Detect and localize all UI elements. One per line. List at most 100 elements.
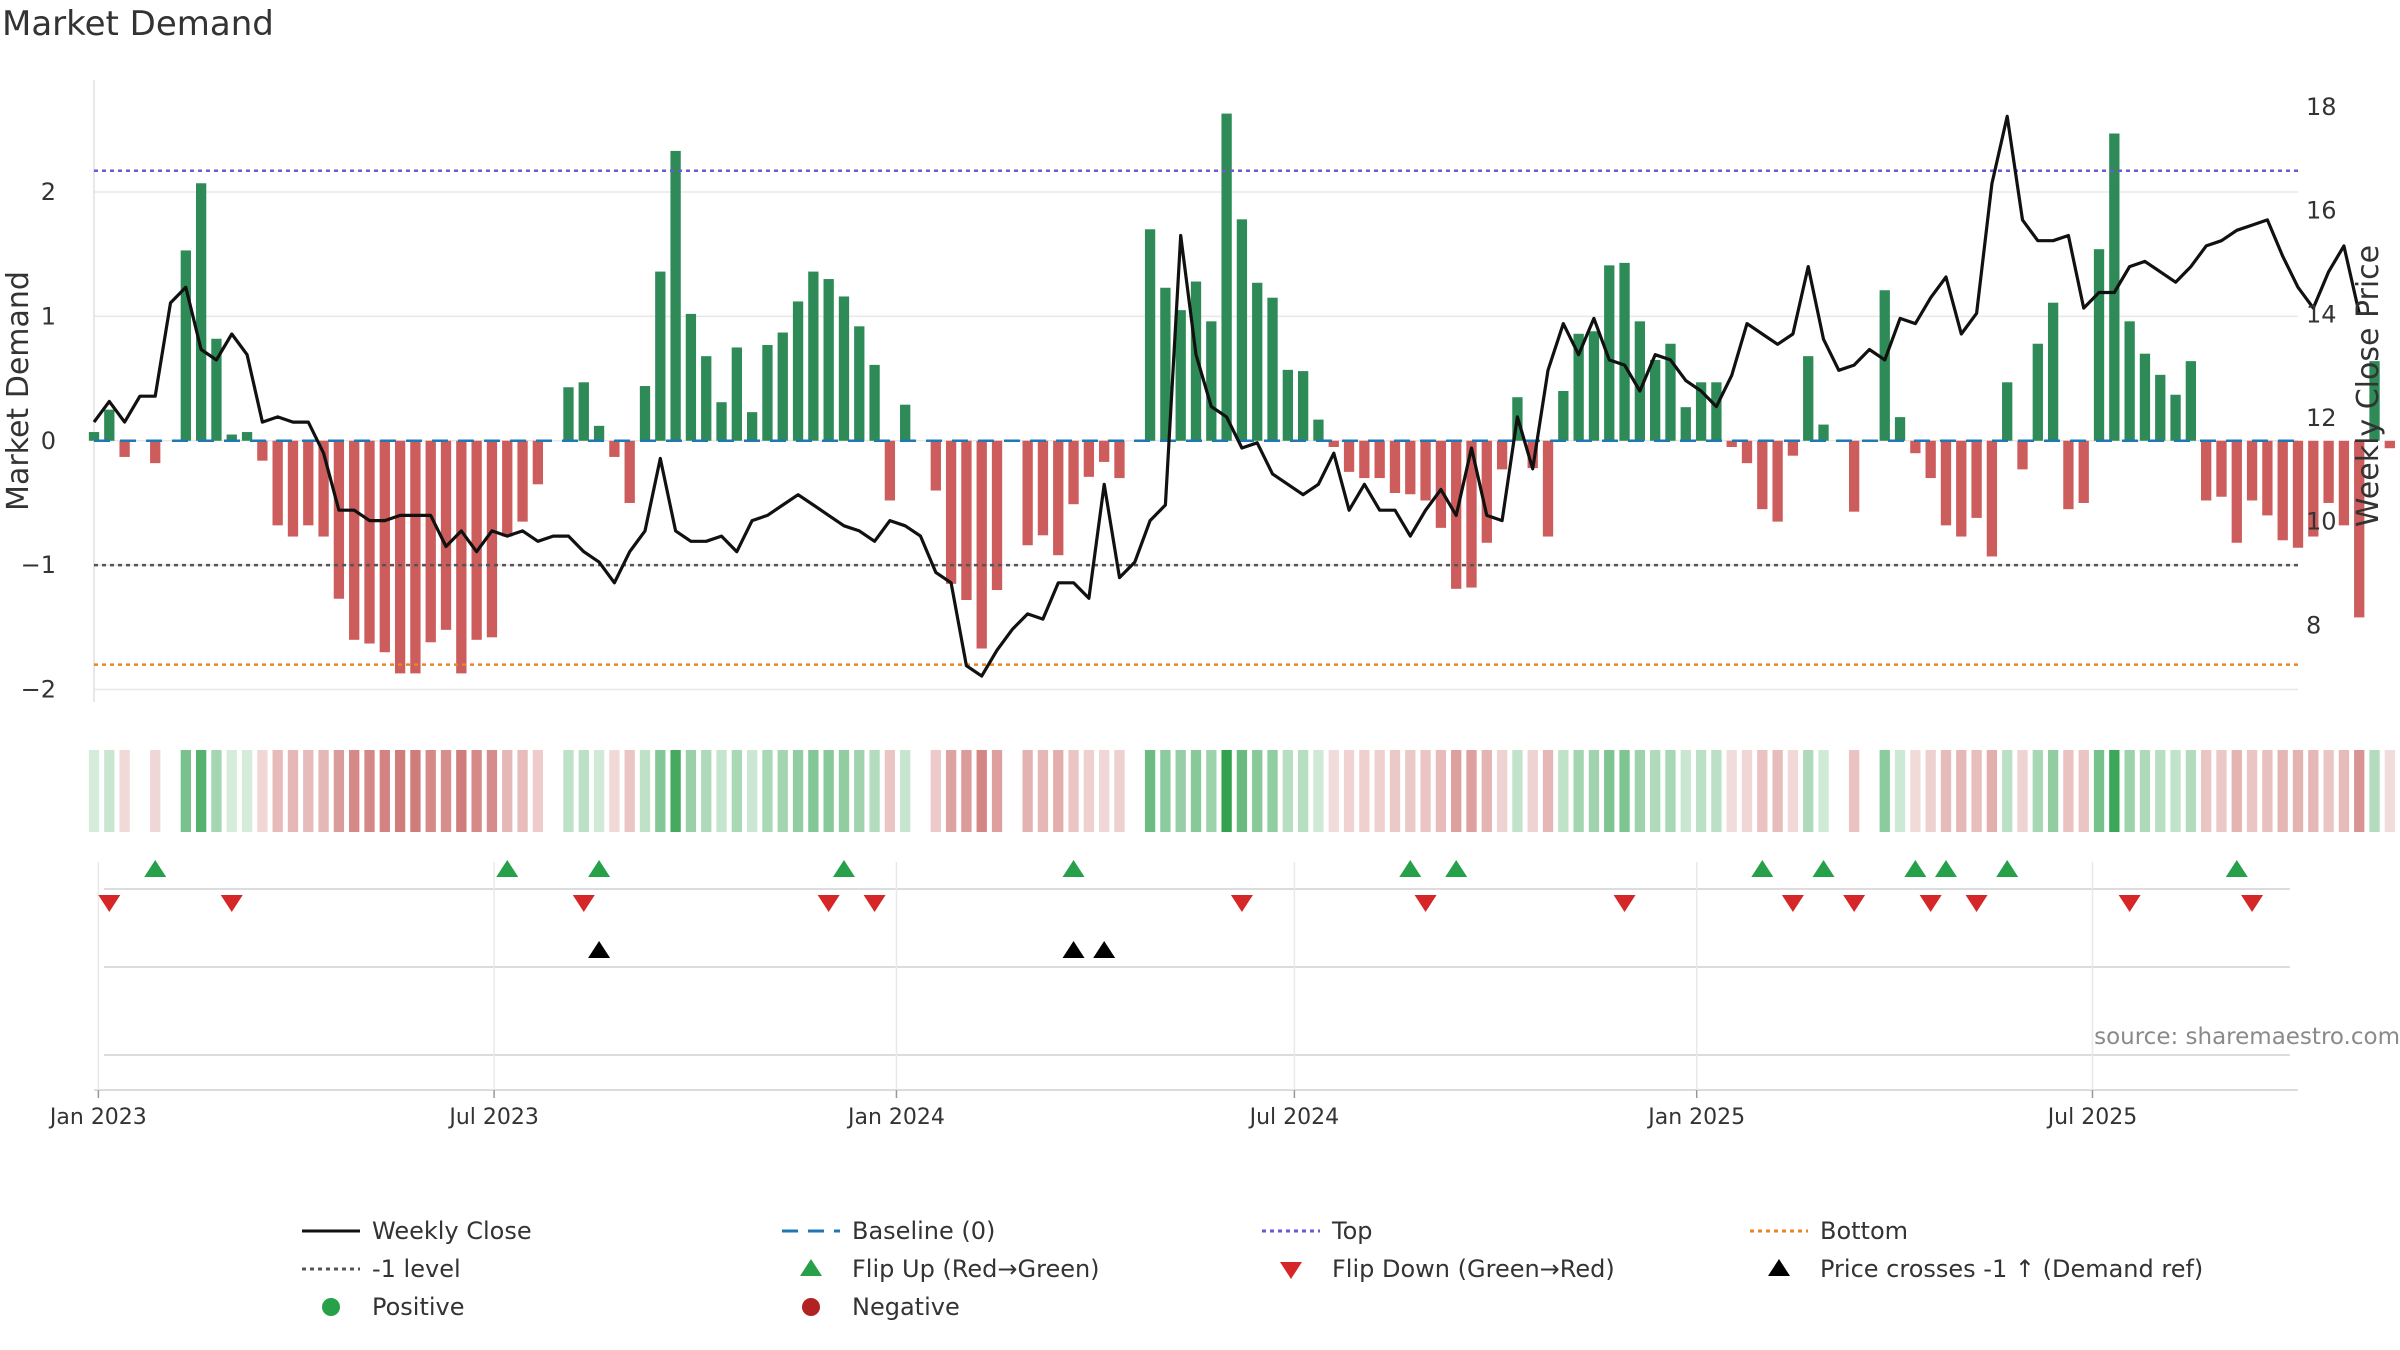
heat-strip-cell xyxy=(1711,750,1722,832)
heat-strip-cell xyxy=(257,750,268,832)
flip-down-triangle-icon xyxy=(1260,1254,1322,1284)
positive-demand-bar xyxy=(1144,229,1156,441)
heat-strip-cell xyxy=(2246,750,2258,832)
negative-demand-bar xyxy=(410,440,421,674)
negative-demand-bar xyxy=(379,440,390,653)
flip-down-marker xyxy=(817,895,840,912)
positive-demand-bar xyxy=(2047,302,2059,441)
negative-demand-bar xyxy=(440,440,452,630)
heat-strip-cell xyxy=(2384,750,2395,832)
heat-strip-cell xyxy=(1619,750,1630,832)
negative-demand-bar xyxy=(1328,440,1339,447)
negative-demand-bar xyxy=(394,440,406,674)
negative-demand-bar xyxy=(318,440,329,537)
heat-strip-cell xyxy=(532,750,544,832)
legend-price-cross: Price crosses -1 ↑ (Demand ref) xyxy=(1748,1252,2203,1286)
heat-strip-cell xyxy=(1144,750,1156,832)
legend-top: Top xyxy=(1260,1214,1373,1248)
heat-strip-cell xyxy=(425,750,436,832)
y2-tick-label: 18 xyxy=(2306,93,2337,121)
x-tick-label: Jan 2024 xyxy=(846,1105,945,1130)
heat-strip-cell xyxy=(2063,750,2074,832)
heat-strip-cell xyxy=(1114,750,1125,832)
y-tick-label: 1 xyxy=(41,302,56,330)
flip-up-marker xyxy=(1445,860,1468,877)
heat-strip-cell xyxy=(1680,750,1691,832)
heat-strip-cell xyxy=(2124,750,2135,832)
negative-demand-bar xyxy=(1910,440,1921,454)
negative-demand-bar xyxy=(1099,440,1110,462)
heat-strip-cell xyxy=(1772,750,1783,832)
legend-negative-label: Negative xyxy=(852,1293,960,1321)
negative-demand-bar xyxy=(150,440,161,464)
heat-strip-cell xyxy=(1527,750,1538,832)
heat-strip-cell xyxy=(318,750,329,832)
heat-strip-cell xyxy=(1451,750,1462,832)
negative-demand-bar xyxy=(1343,440,1355,472)
heat-strip-cell xyxy=(869,750,880,832)
negative-demand-bar xyxy=(884,440,896,501)
heat-strip-cell xyxy=(2262,750,2273,832)
legend-weekly-close-label: Weekly Close xyxy=(372,1217,532,1245)
negative-demand-bar xyxy=(1848,440,1860,512)
heat-strip-cell xyxy=(1741,750,1753,832)
minus-one-dotted-swatch xyxy=(300,1254,362,1284)
heat-strip-cell xyxy=(1496,750,1508,832)
negative-demand-bar xyxy=(1068,440,1079,505)
heat-strip-cell xyxy=(1925,750,1936,832)
heat-strip-cell xyxy=(854,750,865,832)
heat-strip-cell xyxy=(1389,750,1401,832)
negative-demand-bar xyxy=(532,440,544,485)
heat-strip-cell xyxy=(1297,750,1309,832)
heat-strip-cell xyxy=(1879,750,1890,832)
negative-demand-bar xyxy=(456,440,467,674)
heat-strip-cell xyxy=(1665,750,1676,832)
negative-demand-bar xyxy=(1542,440,1554,537)
heat-strip-cell xyxy=(762,750,773,832)
flip-down-marker xyxy=(1613,895,1636,912)
positive-demand-bar xyxy=(808,271,819,441)
negative-demand-bar xyxy=(1083,440,1095,477)
x-tick-label: Jan 2023 xyxy=(48,1105,147,1130)
heat-strip-cell xyxy=(2017,750,2028,832)
negative-demand-bar xyxy=(624,440,635,503)
heat-strip-cell xyxy=(792,750,804,832)
flip-up-marker xyxy=(1751,860,1774,877)
heat-strip-cell xyxy=(1634,750,1646,832)
positive-demand-bar xyxy=(731,347,742,441)
legend-baseline-label: Baseline (0) xyxy=(852,1217,996,1245)
negative-demand-bar xyxy=(1420,440,1431,501)
heat-strip-cell xyxy=(2078,750,2089,832)
heat-strip-cell xyxy=(211,750,222,832)
heat-strip-cell xyxy=(1221,750,1232,832)
flip-up-marker xyxy=(496,860,519,877)
flip-down-marker xyxy=(2118,895,2141,912)
positive-demand-bar xyxy=(1282,369,1293,441)
negative-demand-bar xyxy=(2277,440,2288,541)
heat-strip-cell xyxy=(670,750,681,832)
negative-demand-bar xyxy=(303,440,314,526)
chart-title: Market Demand xyxy=(2,4,274,44)
negative-demand-bar xyxy=(2216,440,2227,497)
flip-up-marker xyxy=(2225,860,2248,877)
heat-strip-cell xyxy=(1803,750,1814,832)
heat-strip-cell xyxy=(2032,750,2043,832)
heat-strip-cell xyxy=(1160,750,1171,832)
heat-strip-cell xyxy=(1910,750,1921,832)
heat-strip-cell xyxy=(1466,750,1477,832)
negative-demand-bar xyxy=(1466,440,1477,588)
flip-down-marker xyxy=(1230,895,1253,912)
baseline-dash-swatch xyxy=(780,1216,842,1246)
heat-strip-cell xyxy=(1053,750,1064,832)
negative-demand-bar xyxy=(1726,440,1737,447)
heat-strip-cell xyxy=(2216,750,2227,832)
heat-strip-cell xyxy=(1267,750,1278,832)
positive-demand-bar xyxy=(1313,419,1324,441)
heat-strip-cell xyxy=(2323,750,2334,832)
flip-down-marker xyxy=(2241,895,2264,912)
heat-strip-cell xyxy=(930,750,941,832)
top-dotted-swatch xyxy=(1260,1216,1322,1246)
legend-positive: Positive xyxy=(300,1290,465,1324)
heat-strip-cell xyxy=(2369,750,2380,832)
negative-demand-bar xyxy=(333,440,345,599)
